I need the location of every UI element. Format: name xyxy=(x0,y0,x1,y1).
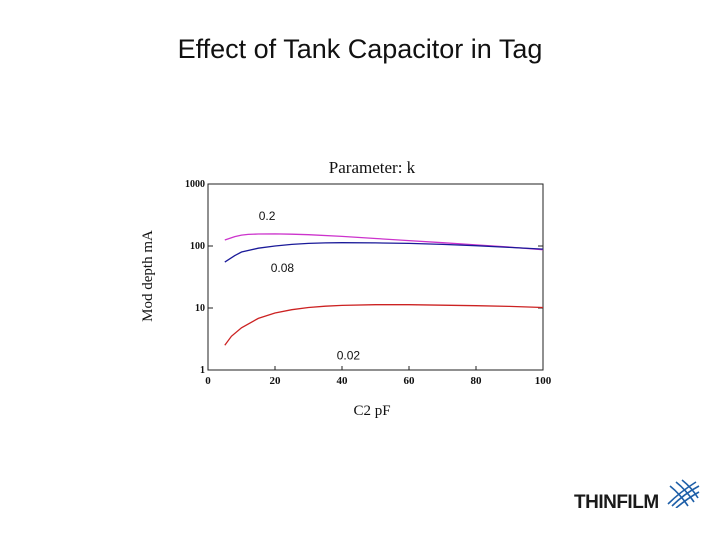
series-label-0.02: 0.02 xyxy=(337,348,361,362)
x-tick-label: 40 xyxy=(337,375,349,387)
chart-title: Parameter: k xyxy=(329,158,416,177)
x-tick-label: 80 xyxy=(471,375,483,387)
slide-title: Effect of Tank Capacitor in Tag xyxy=(177,34,543,64)
y-tick-label: 10 xyxy=(195,303,205,314)
x-tick-label: 20 xyxy=(270,375,282,387)
y-tick-label: 100 xyxy=(190,241,205,252)
x-tick-label: 60 xyxy=(404,375,416,387)
series-label-0.08: 0.08 xyxy=(271,261,295,275)
y-tick-label: 1 xyxy=(200,365,205,376)
series-line-0.2 xyxy=(224,233,544,251)
x-tick-label: 100 xyxy=(535,375,552,387)
x-axis-label: C2 pF xyxy=(353,403,390,419)
y-tick-label: 1000 xyxy=(185,179,205,190)
series-line-0.08 xyxy=(224,242,544,263)
logo-text: THINFILM xyxy=(574,492,659,513)
series-line-0.02 xyxy=(224,304,544,346)
grid-mesh-icon xyxy=(667,479,700,508)
plot-area: 0 20 40 60 80 100 1 10 100 1000 0.2 0.08 0.02 xyxy=(185,179,552,387)
series-label-0.2: 0.2 xyxy=(259,209,276,223)
plot-frame xyxy=(207,183,544,371)
x-tick-label: 0 xyxy=(205,375,211,387)
thinfilm-logo: THINFILM xyxy=(574,478,714,518)
y-axis-label: Mod depth mA xyxy=(140,230,156,322)
